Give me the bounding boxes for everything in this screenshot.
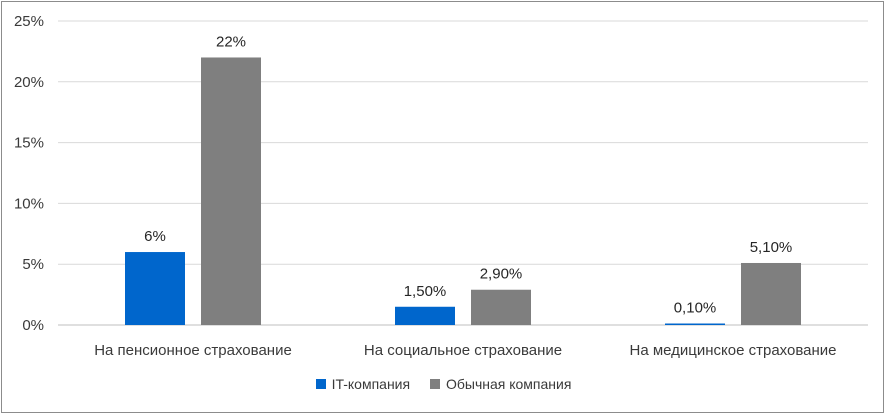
data-label: 5,10% bbox=[750, 239, 793, 256]
category-label: На социальное страхование bbox=[364, 342, 562, 359]
data-label: 6% bbox=[144, 228, 166, 245]
bar bbox=[471, 289, 531, 325]
gridlines bbox=[58, 20, 868, 326]
y-tick-label: 10% bbox=[14, 195, 44, 212]
legend: IT-компания Обычная компания bbox=[0, 376, 887, 392]
legend-item-regular: Обычная компания bbox=[429, 376, 572, 392]
data-label: 2,90% bbox=[480, 266, 523, 283]
bar bbox=[125, 252, 185, 325]
y-tick-label: 25% bbox=[14, 13, 44, 30]
legend-label-regular: Обычная компания bbox=[445, 376, 572, 392]
y-axis-ticks: 0% 5% 10% 15% 20% 25% bbox=[14, 13, 44, 334]
legend-item-it: IT-компания bbox=[315, 376, 411, 392]
bar bbox=[665, 323, 725, 325]
bars bbox=[125, 57, 801, 325]
data-label: 0,10% bbox=[674, 300, 717, 317]
category-label: На пенсионное страхование bbox=[94, 342, 292, 359]
bar bbox=[741, 262, 801, 325]
category-labels: На пенсионное страхование На социальное с… bbox=[94, 342, 836, 359]
bar bbox=[395, 306, 455, 325]
data-label: 1,50% bbox=[404, 283, 447, 300]
data-labels: 6% 22% 1,50% 2,90% 0,10% 5,10% bbox=[144, 33, 792, 316]
legend-swatch-it bbox=[315, 379, 326, 389]
bar bbox=[201, 57, 261, 325]
y-tick-label: 5% bbox=[22, 256, 44, 273]
y-tick-label: 20% bbox=[14, 74, 44, 91]
y-tick-label: 0% bbox=[22, 317, 44, 334]
y-tick-label: 15% bbox=[14, 135, 44, 152]
category-label: На медицинское страхование bbox=[629, 342, 836, 359]
legend-label-it: IT-компания bbox=[331, 376, 411, 392]
data-label: 22% bbox=[216, 33, 246, 50]
legend-swatch-regular bbox=[429, 379, 440, 389]
